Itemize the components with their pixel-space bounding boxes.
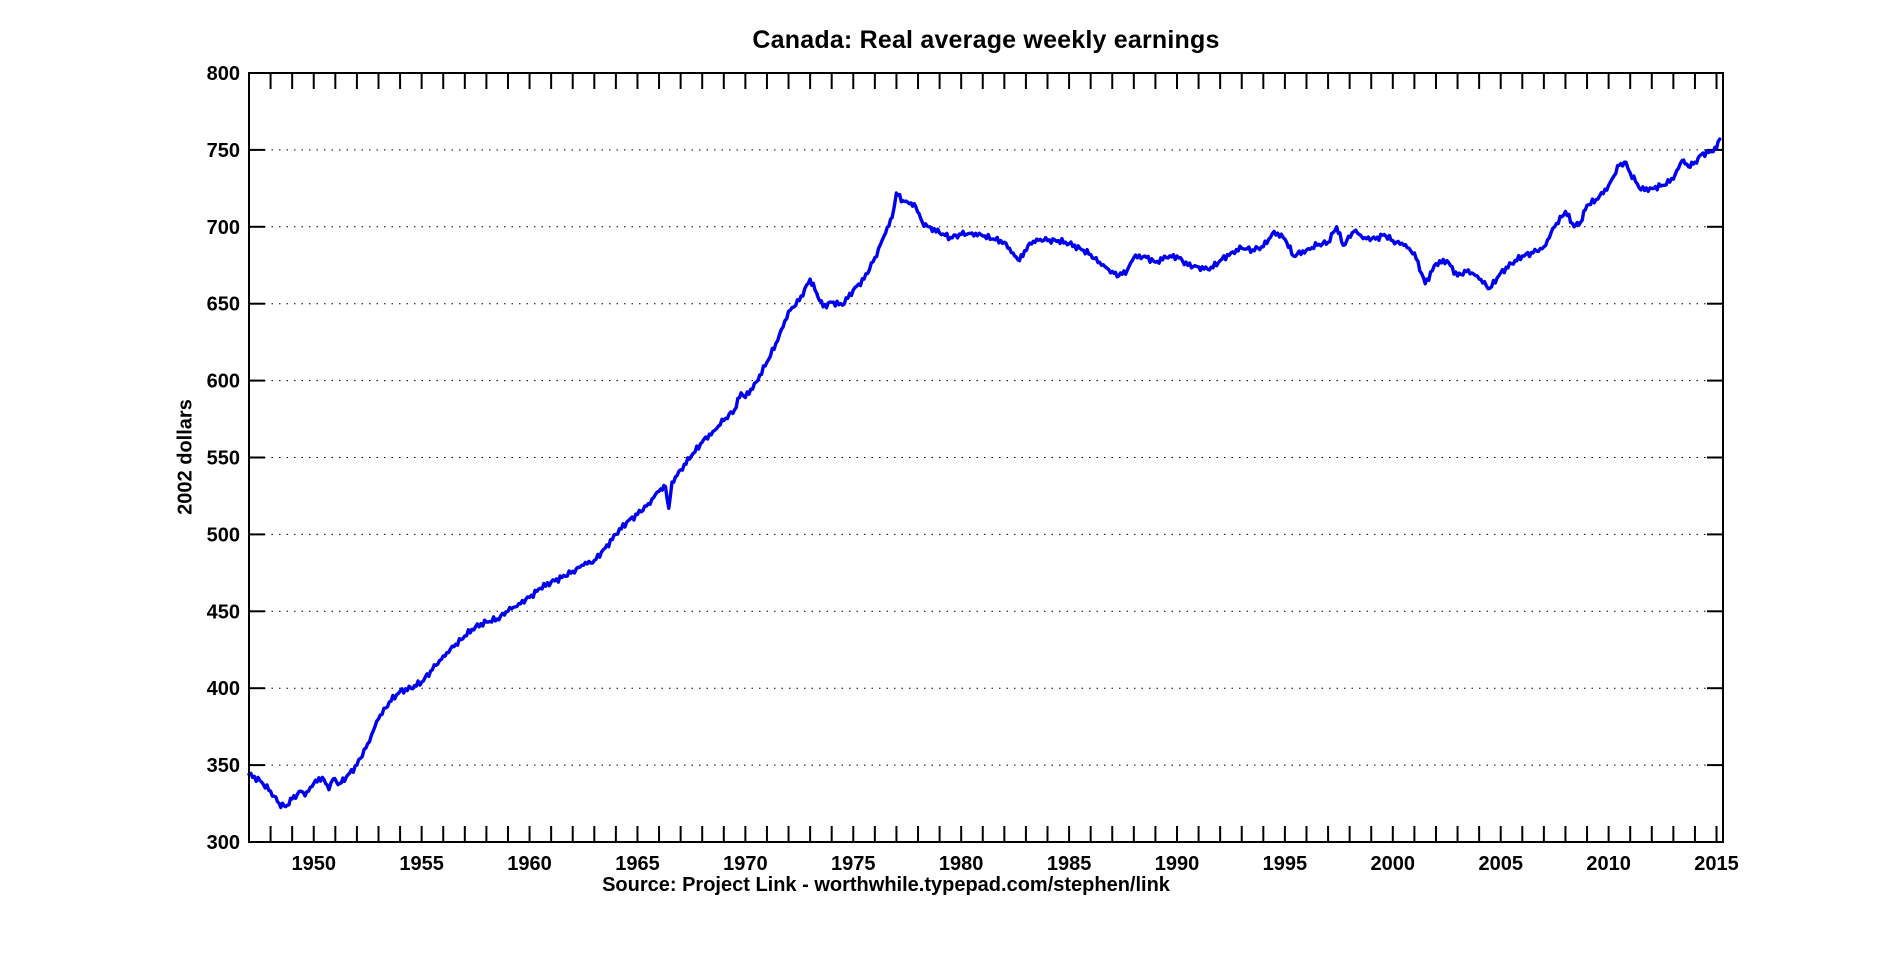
- svg-text:1980: 1980: [939, 853, 984, 875]
- svg-text:2000: 2000: [1371, 853, 1416, 875]
- svg-text:2010: 2010: [1586, 853, 1631, 875]
- svg-text:600: 600: [207, 371, 240, 393]
- svg-text:700: 700: [207, 217, 240, 239]
- svg-text:1975: 1975: [831, 853, 876, 875]
- svg-text:450: 450: [207, 601, 240, 623]
- svg-text:800: 800: [207, 63, 240, 85]
- svg-text:1970: 1970: [723, 853, 768, 875]
- series-line: [247, 137, 1722, 810]
- svg-text:1955: 1955: [399, 853, 444, 875]
- svg-text:300: 300: [207, 832, 240, 854]
- svg-text:2015: 2015: [1694, 853, 1739, 875]
- svg-text:1960: 1960: [507, 853, 552, 875]
- svg-text:550: 550: [207, 448, 240, 470]
- svg-text:2005: 2005: [1478, 853, 1523, 875]
- svg-text:1990: 1990: [1155, 853, 1200, 875]
- plot-border: [248, 72, 1724, 843]
- axis-ticks: [248, 72, 1723, 843]
- svg-text:1995: 1995: [1263, 853, 1308, 875]
- x-tick-labels: 1950 1955 1960 1965 1970 1975 1980 1985 1990 1995…: [291, 853, 1738, 875]
- chart-title: Canada: Real average weekly earnings: [752, 26, 1220, 54]
- svg-text:750: 750: [207, 140, 240, 162]
- source-label: Source: Project Link - worthwhile.typepa…: [602, 874, 1170, 896]
- y-tick-labels: 300 350 400 450 500 550 600 650 700 750 800: [207, 63, 240, 854]
- svg-text:1950: 1950: [291, 853, 336, 875]
- svg-text:500: 500: [207, 524, 240, 546]
- svg-text:350: 350: [207, 755, 240, 777]
- svg-text:400: 400: [207, 678, 240, 700]
- y-axis-label: 2002 dollars: [174, 399, 197, 515]
- svg-text:1965: 1965: [615, 853, 660, 875]
- svg-text:650: 650: [207, 294, 240, 316]
- svg-text:1985: 1985: [1047, 853, 1092, 875]
- gridlines: [249, 149, 1723, 766]
